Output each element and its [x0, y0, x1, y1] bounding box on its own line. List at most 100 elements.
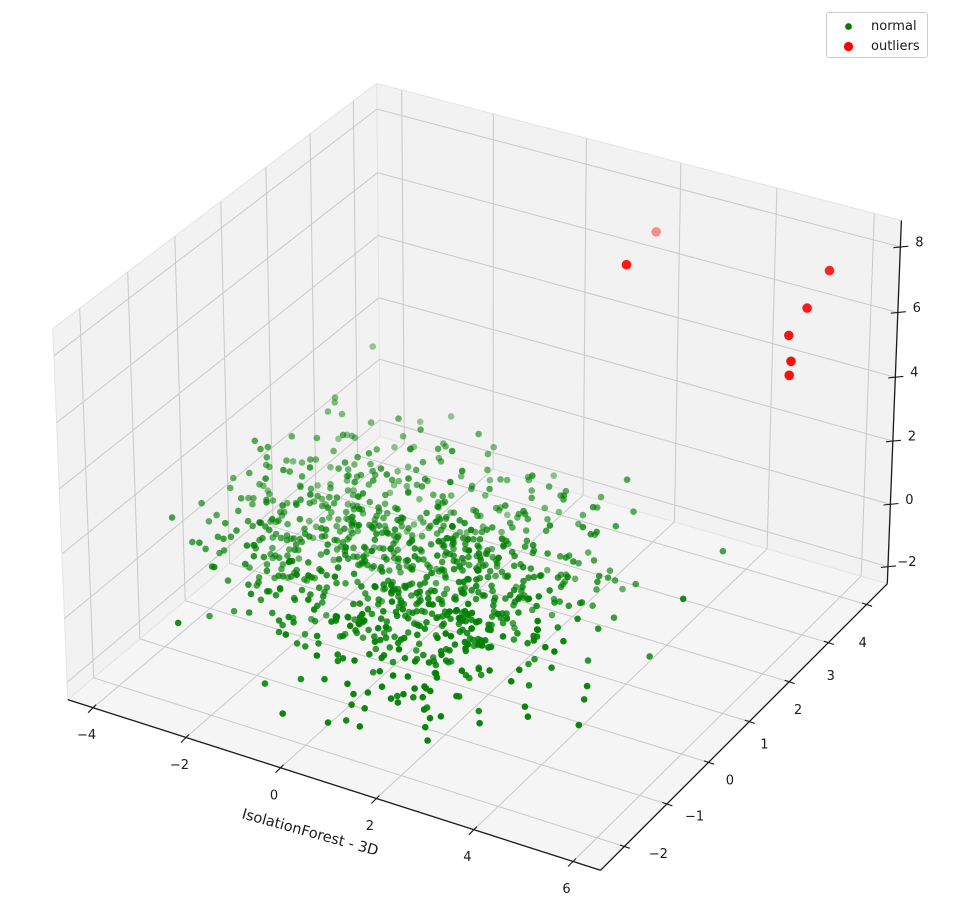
normal-point [247, 590, 255, 598]
normal-point [395, 646, 403, 653]
normal-point [484, 466, 491, 474]
normal-point [461, 607, 469, 615]
normal-point [279, 502, 286, 509]
normal-point [508, 548, 516, 556]
normal-point [475, 550, 483, 557]
normal-point [425, 589, 432, 597]
normal-point [428, 569, 435, 577]
normal-point [426, 714, 434, 722]
normal-point [519, 563, 527, 571]
normal-point [395, 555, 402, 562]
normal-point [483, 526, 491, 533]
normal-point [286, 468, 294, 475]
normal-point [365, 481, 373, 488]
normal-point [408, 592, 415, 599]
normal-point [476, 719, 483, 727]
normal-point [438, 600, 446, 608]
normal-point [224, 577, 232, 584]
normal-point [370, 525, 377, 532]
normal-point [364, 689, 372, 696]
normal-point [318, 502, 326, 510]
normal-point [484, 573, 492, 581]
normal-point [249, 522, 256, 530]
normal-point [278, 565, 285, 573]
normal-point [297, 483, 305, 491]
normal-point [243, 542, 251, 549]
normal-point [578, 599, 586, 606]
normal-point [307, 485, 315, 493]
normal-point [330, 500, 338, 507]
normal-point [449, 535, 456, 542]
normal-point [509, 620, 517, 627]
normal-point [530, 573, 538, 581]
normal-point [382, 623, 390, 631]
normal-point [368, 610, 376, 618]
normal-point [394, 516, 401, 524]
scatter-points [168, 227, 835, 744]
normal-point [570, 558, 577, 565]
x-tick [468, 826, 478, 836]
legend-marker-outliers [843, 41, 854, 52]
normal-point [440, 522, 447, 530]
normal-point [388, 476, 396, 484]
z-gridline-right-wall [379, 419, 889, 568]
y-gridline-wall [220, 201, 231, 564]
normal-point [318, 525, 325, 532]
normal-point [269, 515, 276, 523]
normal-point [394, 692, 401, 700]
normal-point [541, 504, 549, 512]
normal-point [365, 450, 373, 457]
normal-point [387, 695, 395, 702]
normal-point [280, 466, 287, 474]
normal-point [520, 507, 527, 515]
normal-point [455, 578, 463, 586]
normal-point [358, 583, 365, 590]
normal-point [323, 612, 330, 619]
normal-point [387, 545, 395, 552]
normal-point [259, 534, 266, 542]
normal-point [525, 682, 533, 689]
z-tick [883, 502, 899, 506]
normal-point [335, 556, 343, 563]
normal-point [333, 494, 341, 501]
normal-point [583, 682, 591, 690]
normal-point [535, 593, 543, 600]
normal-point [506, 519, 514, 527]
normal-point [521, 703, 529, 710]
normal-point [383, 556, 390, 563]
normal-point [395, 477, 403, 485]
normal-point [438, 566, 446, 573]
normal-point [400, 600, 408, 608]
normal-point [458, 467, 466, 475]
y-gridline-wall [174, 236, 186, 601]
normal-point [290, 535, 298, 542]
normal-point [510, 636, 518, 643]
normal-point [293, 501, 300, 509]
normal-point [510, 586, 518, 594]
normal-point [456, 517, 464, 524]
outlier-point [786, 356, 796, 367]
z-gridline-left-wall [64, 358, 380, 619]
normal-point [416, 418, 424, 426]
normal-point [331, 394, 339, 401]
normal-point [432, 579, 440, 587]
z-gridline-left-wall [56, 172, 378, 423]
normal-point [441, 498, 449, 506]
normal-point [416, 581, 424, 588]
normal-point [345, 472, 352, 480]
normal-point [475, 665, 483, 673]
x-gridline-floor [92, 443, 405, 709]
normal-point [257, 445, 264, 453]
normal-point [536, 572, 544, 580]
normal-point [298, 538, 306, 546]
normal-point [263, 567, 271, 575]
normal-point [556, 598, 563, 605]
normal-point [428, 610, 436, 617]
normal-point [310, 606, 318, 613]
normal-point [404, 463, 412, 471]
normal-point [679, 595, 687, 603]
z-tick-label: 8 [915, 236, 923, 251]
normal-point [256, 519, 263, 526]
normal-point [507, 678, 515, 685]
normal-point [478, 642, 486, 649]
